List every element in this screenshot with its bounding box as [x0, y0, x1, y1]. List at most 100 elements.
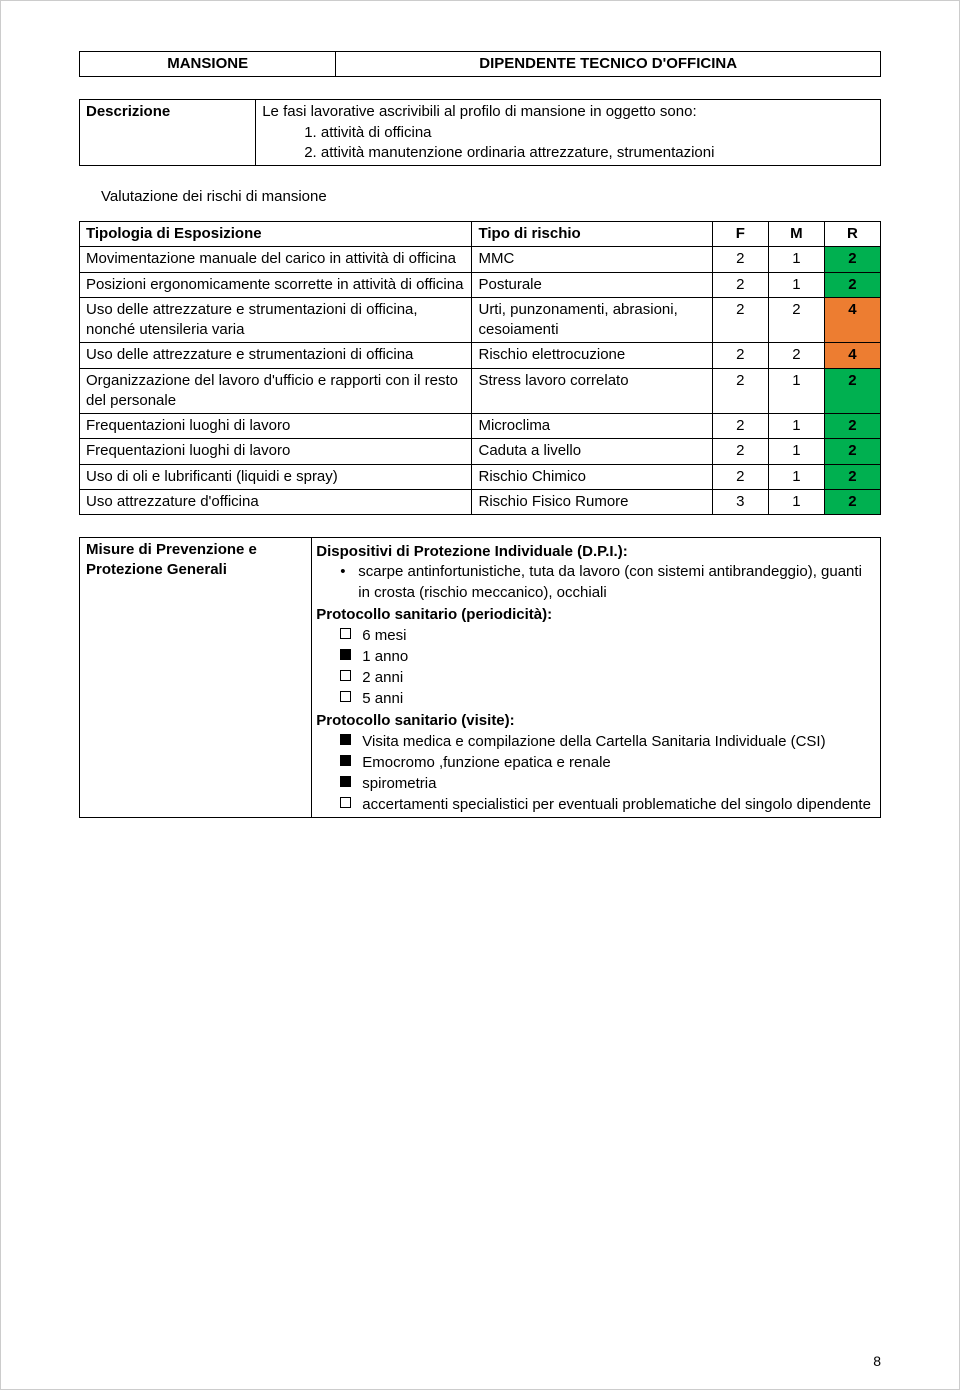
risk-exp: Uso di oli e lubrificanti (liquidi e spr… — [80, 464, 472, 489]
risk-row: Organizzazione del lavoro d'ufficio e ra… — [80, 368, 881, 414]
risk-row: Frequentazioni luoghi di lavoroCaduta a … — [80, 439, 881, 464]
risk-r: 2 — [824, 464, 880, 489]
mansione-value: DIPENDENTE TECNICO D'OFFICINA — [336, 52, 881, 77]
checkbox-checked-icon — [340, 649, 351, 660]
checkbox-label: Visita medica e compilazione della Carte… — [362, 733, 825, 750]
risk-f: 2 — [712, 247, 768, 272]
risk-exp: Posizioni ergonomicamente scorrette in a… — [80, 272, 472, 297]
checkbox-label: spirometria — [362, 775, 436, 792]
page: MANSIONE DIPENDENTE TECNICO D'OFFICINA D… — [0, 0, 960, 1390]
risk-type: Stress lavoro correlato — [472, 368, 712, 414]
risk-header-f: F — [712, 222, 768, 247]
risk-header-m: M — [768, 222, 824, 247]
checkbox-checked-icon — [340, 734, 351, 745]
risk-type: Rischio Fisico Rumore — [472, 489, 712, 514]
periodicita-title: Protocollo sanitario (periodicità): — [316, 605, 874, 625]
dpi-item: scarpe antinfortunistiche, tuta da lavor… — [340, 562, 874, 603]
risk-r: 2 — [824, 272, 880, 297]
checkbox-item: Emocromo ,funzione epatica e renale — [340, 752, 874, 773]
mansione-header-table: MANSIONE DIPENDENTE TECNICO D'OFFICINA — [79, 51, 881, 77]
risk-header-risk: Tipo di rischio — [472, 222, 712, 247]
risk-type: Microclima — [472, 414, 712, 439]
risk-header-r: R — [824, 222, 880, 247]
risk-type: MMC — [472, 247, 712, 272]
checkbox-empty-icon — [340, 670, 351, 681]
descrizione-body: Le fasi lavorative ascrivibili al profil… — [256, 100, 881, 166]
risk-header-exp: Tipologia di Esposizione — [80, 222, 472, 247]
risk-type: Rischio elettrocuzione — [472, 343, 712, 368]
checkbox-label: Emocromo ,funzione epatica e renale — [362, 754, 610, 771]
risk-r: 2 — [824, 414, 880, 439]
risk-f: 3 — [712, 489, 768, 514]
dpi-title: Dispositivi di Protezione Individuale (D… — [316, 542, 874, 562]
risk-r: 2 — [824, 489, 880, 514]
risk-row: Uso di oli e lubrificanti (liquidi e spr… — [80, 464, 881, 489]
measures-label: Misure di Prevenzione e Protezione Gener… — [80, 538, 312, 818]
checkbox-checked-icon — [340, 776, 351, 787]
risk-m: 1 — [768, 439, 824, 464]
risk-type: Posturale — [472, 272, 712, 297]
risk-type: Rischio Chimico — [472, 464, 712, 489]
risk-f: 2 — [712, 439, 768, 464]
valutazione-heading: Valutazione dei rischi di mansione — [101, 188, 881, 205]
risk-r: 4 — [824, 297, 880, 343]
descrizione-item-2: 2. attività manutenzione ordinaria attre… — [262, 143, 874, 163]
checkbox-item: Visita medica e compilazione della Carte… — [340, 731, 874, 752]
checkbox-item: accertamenti specialistici per eventuali… — [340, 794, 874, 815]
risk-row: Movimentazione manuale del carico in att… — [80, 247, 881, 272]
risk-exp: Uso delle attrezzature e strumentazioni … — [80, 297, 472, 343]
risk-f: 2 — [712, 343, 768, 368]
risk-row: Uso attrezzature d'officinaRischio Fisic… — [80, 489, 881, 514]
risk-m: 1 — [768, 464, 824, 489]
checkbox-item: spirometria — [340, 773, 874, 794]
checkbox-label: 2 anni — [362, 669, 403, 686]
risk-row: Uso delle attrezzature e strumentazioni … — [80, 297, 881, 343]
checkbox-empty-icon — [340, 691, 351, 702]
descrizione-intro: Le fasi lavorative ascrivibili al profil… — [262, 102, 874, 122]
risk-type: Caduta a livello — [472, 439, 712, 464]
checkbox-label: 5 anni — [362, 690, 403, 707]
descrizione-item-1: 1. attività di officina — [262, 123, 874, 143]
checkbox-item: 2 anni — [340, 667, 874, 688]
risk-exp: Frequentazioni luoghi di lavoro — [80, 439, 472, 464]
risk-f: 2 — [712, 414, 768, 439]
checkbox-empty-icon — [340, 628, 351, 639]
risk-m: 1 — [768, 489, 824, 514]
risk-r: 2 — [824, 247, 880, 272]
risk-m: 1 — [768, 414, 824, 439]
risk-type: Urti, punzonamenti, abrasioni, cesoiamen… — [472, 297, 712, 343]
risk-row: Posizioni ergonomicamente scorrette in a… — [80, 272, 881, 297]
risk-r: 2 — [824, 439, 880, 464]
checkbox-checked-icon — [340, 755, 351, 766]
risk-f: 2 — [712, 272, 768, 297]
risk-exp: Frequentazioni luoghi di lavoro — [80, 414, 472, 439]
risk-m: 2 — [768, 297, 824, 343]
checkbox-label: 6 mesi — [362, 627, 406, 644]
measures-body: Dispositivi di Protezione Individuale (D… — [312, 538, 881, 818]
risk-row: Uso delle attrezzature e strumentazioni … — [80, 343, 881, 368]
descrizione-label: Descrizione — [80, 100, 256, 166]
checkbox-item: 5 anni — [340, 688, 874, 709]
risk-header-row: Tipologia di Esposizione Tipo di rischio… — [80, 222, 881, 247]
risk-f: 2 — [712, 368, 768, 414]
risk-table: Tipologia di Esposizione Tipo di rischio… — [79, 221, 881, 515]
risk-r: 2 — [824, 368, 880, 414]
measures-table: Misure di Prevenzione e Protezione Gener… — [79, 537, 881, 818]
checkbox-item: 6 mesi — [340, 625, 874, 646]
checkbox-label: accertamenti specialistici per eventuali… — [362, 796, 871, 813]
risk-exp: Uso delle attrezzature e strumentazioni … — [80, 343, 472, 368]
risk-r: 4 — [824, 343, 880, 368]
checkbox-empty-icon — [340, 797, 351, 808]
checkbox-item: 1 anno — [340, 646, 874, 667]
risk-m: 1 — [768, 247, 824, 272]
descrizione-table: Descrizione Le fasi lavorative ascrivibi… — [79, 99, 881, 166]
visite-title: Protocollo sanitario (visite): — [316, 711, 874, 731]
page-number: 8 — [873, 1353, 881, 1369]
risk-row: Frequentazioni luoghi di lavoroMicroclim… — [80, 414, 881, 439]
checkbox-label: 1 anno — [362, 648, 408, 665]
risk-m: 1 — [768, 272, 824, 297]
risk-m: 1 — [768, 368, 824, 414]
risk-exp: Uso attrezzature d'officina — [80, 489, 472, 514]
risk-f: 2 — [712, 464, 768, 489]
risk-exp: Movimentazione manuale del carico in att… — [80, 247, 472, 272]
